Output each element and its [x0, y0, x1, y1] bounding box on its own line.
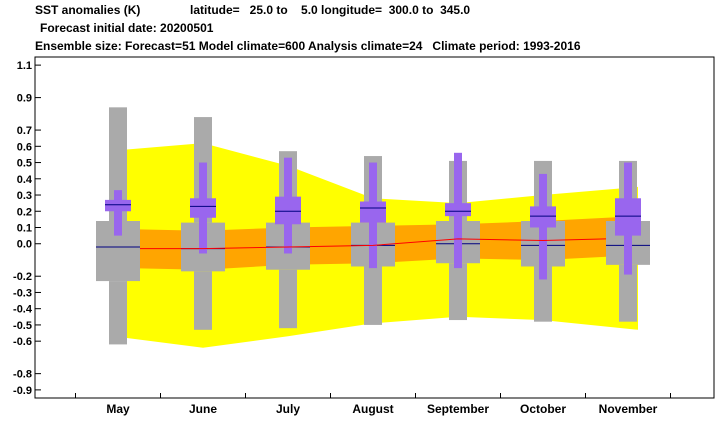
model-upper-whisker [109, 107, 127, 222]
model-lower-whisker [364, 266, 382, 325]
forecast-iqr-box [190, 198, 216, 218]
region-coordinates: latitude= 25.0 to 5.0 longitude= 300.0 t… [190, 3, 471, 17]
chart-header: SST anomalies (K) latitude= 25.0 to 5.0 … [0, 0, 720, 56]
model-lower-whisker [109, 281, 127, 345]
forecast-box-june [190, 162, 216, 254]
chart-title: SST anomalies (K) [35, 3, 141, 17]
y-tick-label: -0.4 [13, 304, 33, 316]
y-tick-label: 1.1 [17, 60, 32, 72]
model-lower-whisker [619, 264, 637, 322]
y-tick-label: -0.3 [13, 287, 32, 299]
x-tick-label: October [520, 402, 566, 416]
x-tick-label: September [427, 402, 489, 416]
y-tick-label: -0.8 [13, 369, 32, 381]
y-tick-label: 0.6 [17, 141, 32, 153]
x-tick-label: July [276, 402, 300, 416]
y-tick-label: 0.9 [17, 93, 32, 105]
forecast-boxes [105, 152, 641, 280]
forecast-iqr-box [275, 196, 301, 225]
x-tick-label: August [352, 402, 393, 416]
analysis-climate-mean-line [140, 238, 607, 250]
forecast-initial-date: Forecast initial date: 20200501 [40, 21, 214, 35]
y-tick-label: 0.0 [17, 239, 32, 251]
forecast-iqr-box [615, 198, 641, 236]
y-tick-label: -0.6 [13, 336, 32, 348]
forecast-iqr-box [360, 201, 386, 223]
axes: 1.1 0.9 0.7 0.6 0.5 0.4 0.3 0.2 0.1 0.0 -0.2 -0.3 -0… [13, 56, 715, 416]
climate-mean-line [140, 238, 607, 250]
model-lower-whisker [279, 269, 297, 329]
forecast-iqr-box [105, 199, 131, 212]
x-tick-label: November [599, 402, 658, 416]
x-tick-label: June [189, 402, 217, 416]
y-tick-label: 0.1 [17, 223, 32, 235]
forecast-iqr-box [530, 206, 556, 228]
y-tick-label: -0.9 [13, 385, 32, 397]
model-lower-whisker [449, 263, 467, 321]
y-tick-label: -0.5 [13, 320, 32, 332]
y-tick-label: -0.2 [13, 271, 32, 283]
y-tick-label: 0.2 [17, 206, 32, 218]
y-tick-label: 0.3 [17, 190, 32, 202]
model-lower-whisker [194, 271, 212, 330]
model-lower-whisker [534, 266, 552, 322]
forecast-box-september [445, 152, 471, 269]
forecast-box-october [530, 173, 556, 280]
y-tick-label: 0.4 [17, 174, 33, 186]
x-tick-label: May [106, 402, 130, 416]
forecast-whisker [114, 190, 122, 236]
forecast-box-july [275, 157, 301, 254]
y-tick-label: 0.5 [17, 158, 32, 170]
y-tick-label: 0.7 [17, 125, 32, 137]
forecast-box-may [105, 190, 131, 236]
forecast-box-november [615, 162, 641, 275]
ensemble-info: Ensemble size: Forecast=51 Model climate… [35, 39, 581, 53]
forecast-iqr-box [445, 203, 471, 217]
forecast-box-august [360, 162, 386, 269]
